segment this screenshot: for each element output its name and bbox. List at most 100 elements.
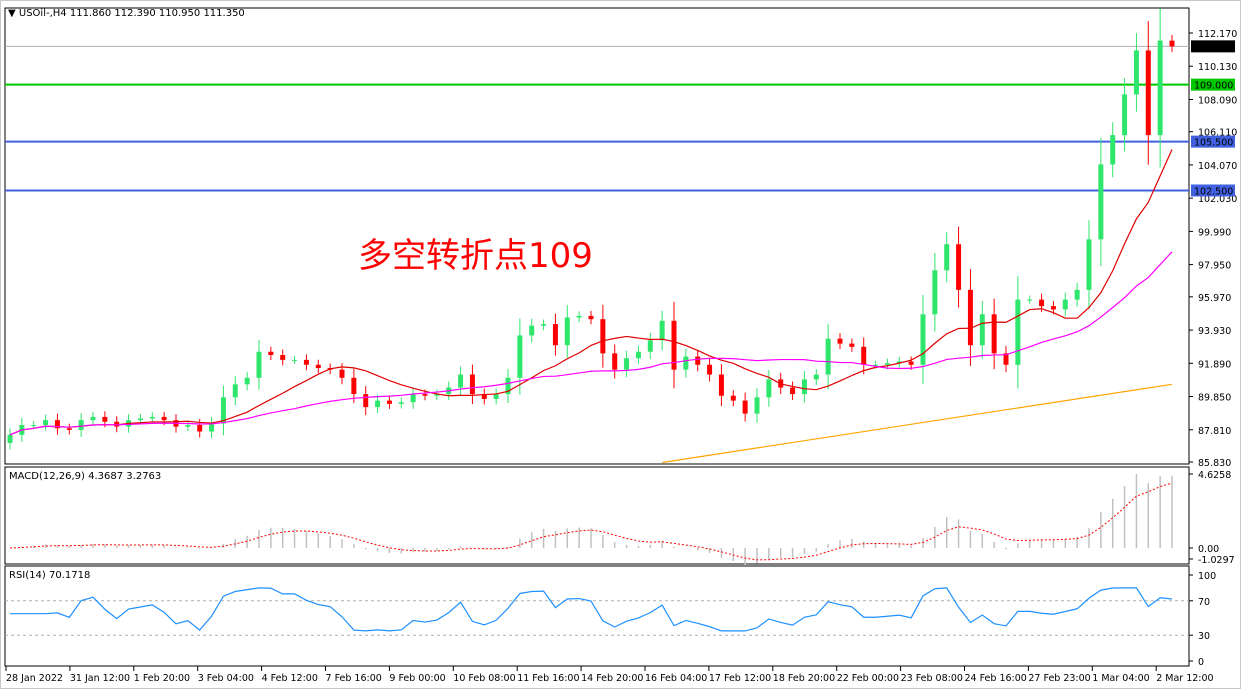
candle-down (908, 361, 914, 365)
rsi-title: RSI(14) 70.1718 (9, 570, 91, 581)
candle-up (185, 425, 191, 427)
price-level-tag-label: 102.500 (1194, 186, 1233, 197)
candle-up (7, 434, 13, 443)
moving-average-mid (9, 251, 1173, 436)
candle-up (873, 364, 879, 366)
candle-up (78, 420, 84, 430)
macd-signal-line (9, 482, 1173, 561)
price-tick-label: 110.130 (1198, 62, 1237, 73)
rsi-tick-label: 100 (1198, 571, 1216, 582)
price-tick-label: 99.990 (1198, 227, 1231, 238)
candle-up (920, 314, 926, 365)
candle-up (1110, 135, 1116, 165)
candle-down (114, 421, 120, 427)
symbol-header: ▼ USOil-,H4 111.860 112.390 110.950 111.… (8, 8, 245, 19)
panel-frame-2 (4, 565, 1190, 667)
candle-down (303, 359, 309, 365)
time-tick-label: 31 Jan 12:00 (70, 673, 130, 684)
candle-down (837, 338, 843, 344)
candle-up (232, 384, 238, 398)
candle-up (932, 270, 938, 315)
candle-up (1122, 94, 1128, 136)
candle-down (671, 320, 677, 370)
price-tick-label: 97.950 (1198, 261, 1231, 272)
candle-up (244, 377, 250, 385)
time-tick-label: 23 Feb 08:00 (901, 673, 963, 684)
macd-tick-label: 4.6258 (1198, 470, 1231, 481)
time-tick-label: 18 Feb 20:00 (773, 673, 835, 684)
candle-up (576, 315, 582, 318)
price-tick-label: 93.930 (1198, 326, 1231, 337)
candle-up (220, 397, 226, 424)
time-tick-label: 27 Feb 23:00 (1028, 673, 1090, 684)
price-tick-label: 104.070 (1198, 161, 1237, 172)
time-tick-label: 7 Feb 16:00 (326, 673, 382, 684)
price-level-tag (1191, 184, 1235, 197)
candle-up (1086, 239, 1092, 290)
panel-frame-0 (4, 7, 1190, 465)
candle-down (861, 346, 867, 365)
candle-up (1098, 164, 1104, 240)
candle-down (54, 420, 60, 429)
price-tick-label: 87.810 (1198, 426, 1231, 437)
candle-up (517, 335, 523, 378)
price-tick-label: 102.030 (1198, 194, 1237, 205)
candle-up (884, 363, 890, 365)
candle-up (1027, 299, 1033, 301)
candle-down (718, 374, 724, 396)
candle-down (268, 351, 274, 355)
candle-up (209, 423, 215, 432)
candle-down (790, 387, 796, 395)
time-tick-label: 10 Feb 08:00 (453, 673, 515, 684)
price-level-tag-label: 105.500 (1194, 138, 1233, 149)
candle-down (707, 364, 713, 375)
candle-up (398, 402, 404, 404)
time-tick-label: 1 Mar 04:00 (1092, 673, 1149, 684)
symbol-label: USOil-,H4 (18, 8, 67, 19)
panel-frame-1 (4, 466, 1190, 565)
candle-down (695, 356, 701, 365)
candle-down (280, 354, 286, 360)
candle-up (813, 374, 819, 380)
candle-down (849, 343, 855, 347)
moving-average-fast (9, 149, 1173, 436)
time-tick-label: 1 Feb 20:00 (134, 673, 190, 684)
candle-down (481, 394, 487, 399)
time-tick-label: 4 Feb 12:00 (262, 673, 318, 684)
candle-down (956, 244, 962, 290)
candle-down (1003, 353, 1009, 365)
candle-down (102, 416, 108, 422)
time-tick-label: 24 Feb 16:00 (965, 673, 1027, 684)
price-level-tag (1191, 135, 1235, 148)
price-level-tag (1191, 78, 1235, 91)
candle-up (43, 420, 49, 426)
candle-up (541, 324, 547, 326)
candle-up (410, 394, 416, 403)
price-level-tag (1191, 40, 1235, 53)
candle-down (66, 428, 72, 430)
rsi-tick-label: 30 (1198, 631, 1210, 642)
candle-up (754, 397, 760, 414)
time-tick-label: 22 Feb 00:00 (837, 673, 899, 684)
candle-up (375, 400, 381, 408)
price-tick-label: 85.830 (1198, 458, 1231, 469)
candle-up (31, 425, 37, 427)
candle-down (422, 394, 428, 396)
time-tick-label: 11 Feb 16:00 (517, 673, 579, 684)
candle-down (363, 394, 369, 408)
candle-up (647, 340, 653, 352)
candle-up (1157, 40, 1163, 136)
candle-up (683, 356, 689, 370)
candle-up (564, 317, 570, 346)
collapse-triangle-icon[interactable]: ▼ (8, 8, 16, 19)
candle-up (944, 244, 950, 271)
candle-up (825, 338, 831, 375)
candle-down (469, 374, 475, 395)
candle-up (1062, 299, 1068, 310)
candle-down (552, 324, 558, 346)
candle-up (1074, 289, 1080, 300)
price-tick-label: 108.090 (1198, 95, 1237, 106)
candle-down (339, 369, 345, 378)
time-tick-label: 9 Feb 00:00 (389, 673, 445, 684)
